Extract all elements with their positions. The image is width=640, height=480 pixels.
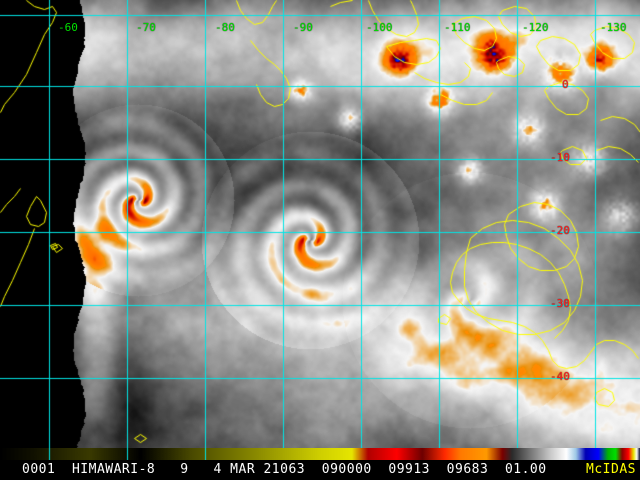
enhancement-colorbar: [0, 448, 640, 460]
status-bar-text: 0001 HIMAWARI-8 9 4 MAR 21063 090000 099…: [22, 462, 547, 477]
latitude-label-0: 0: [562, 78, 569, 91]
longitude-label-neg80: -80: [215, 21, 235, 34]
mcidas-brand-label: McIDAS: [586, 462, 636, 477]
latitude-label-neg30: -30: [550, 297, 570, 310]
satellite-infrared-image[interactable]: [0, 0, 640, 448]
satellite-image-panel[interactable]: [0, 0, 640, 448]
latitude-label-neg20: -20: [550, 224, 570, 237]
longitude-label-neg70: -70: [136, 21, 156, 34]
longitude-label-neg90: -90: [293, 21, 313, 34]
colorbar-gradient: [0, 448, 640, 460]
status-bar: 1 0001 HIMAWARI-8 9 4 MAR 21063 090000 0…: [0, 460, 640, 480]
longitude-label-neg120: -120: [522, 21, 549, 34]
longitude-label-neg100: -100: [366, 21, 393, 34]
longitude-label-neg130: -130: [600, 21, 627, 34]
latitude-label-neg40: -40: [550, 370, 570, 383]
longitude-label-neg60: -60: [58, 21, 78, 34]
longitude-label-neg110: -110: [444, 21, 471, 34]
latitude-label-neg10: -10: [550, 151, 570, 164]
